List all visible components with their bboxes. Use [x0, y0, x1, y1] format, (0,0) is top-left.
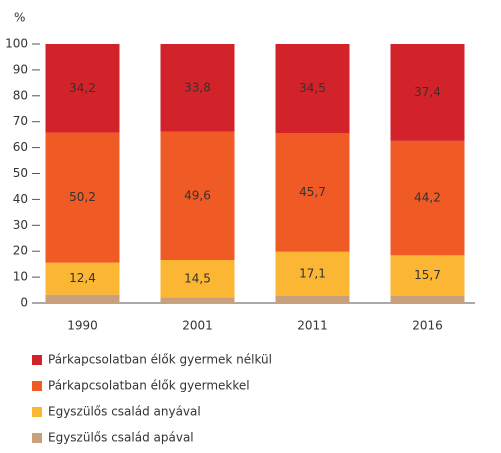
bar-segment: [45, 262, 120, 295]
bar-segment: [160, 297, 235, 303]
bar-segment: [390, 255, 465, 297]
data-label: 14,5: [184, 271, 211, 285]
data-label: 34,2: [69, 81, 96, 95]
bar-segment: [390, 44, 465, 141]
x-tick-label: 2016: [412, 319, 443, 333]
x-tick-label: 1990: [67, 319, 98, 333]
bar-segment: [45, 294, 120, 303]
bar-segment: [160, 260, 235, 298]
bar-segment: [160, 44, 235, 132]
bar-segment: [45, 132, 120, 263]
y-tick-label: 40: [13, 192, 28, 206]
legend-swatch: [32, 433, 42, 443]
bar-segment: [275, 133, 350, 252]
data-label: 49,6: [184, 188, 211, 202]
data-label: 15,7: [414, 268, 441, 282]
data-label: 44,2: [414, 191, 441, 205]
data-label: 33,8: [184, 80, 211, 94]
data-label: 45,7: [299, 185, 326, 199]
legend-label: Párkapcsolatban élők gyermekkel: [48, 379, 250, 393]
x-tick-label: 2011: [297, 319, 328, 333]
legend-swatch: [32, 355, 42, 365]
y-tick-label: 80: [13, 88, 28, 102]
bar-segment: [390, 140, 465, 256]
bar-segment: [275, 251, 350, 297]
y-tick-label: 20: [13, 244, 28, 258]
y-tick-label: 90: [13, 62, 28, 76]
x-tick-label: 2001: [182, 319, 213, 333]
y-tick-label: 50: [13, 166, 28, 180]
data-label: 12,4: [69, 271, 96, 285]
y-tick-label: 0: [20, 296, 28, 310]
bar-segment: [275, 296, 350, 303]
data-label: 17,1: [299, 266, 326, 280]
data-label: 37,4: [414, 85, 441, 99]
legend-label: Párkapcsolatban élők gyermek nélkül: [48, 353, 272, 367]
bar-segment: [160, 131, 235, 261]
y-tick-label: 10: [13, 270, 28, 284]
data-label: 50,2: [69, 190, 96, 204]
y-axis-label: %: [14, 11, 25, 25]
y-tick-label: 70: [13, 114, 28, 128]
y-tick-label: 100: [5, 37, 28, 51]
data-label: 34,5: [299, 81, 326, 95]
bar-segment: [390, 296, 465, 303]
legend-swatch: [32, 407, 42, 417]
bar-segment: [275, 44, 350, 134]
bar-segment: [45, 44, 120, 133]
legend-swatch: [32, 381, 42, 391]
y-tick-label: 60: [13, 140, 28, 154]
legend-label: Egyszülős család apával: [48, 431, 194, 445]
y-tick-label: 30: [13, 218, 28, 232]
legend-label: Egyszülős család anyával: [48, 405, 201, 419]
